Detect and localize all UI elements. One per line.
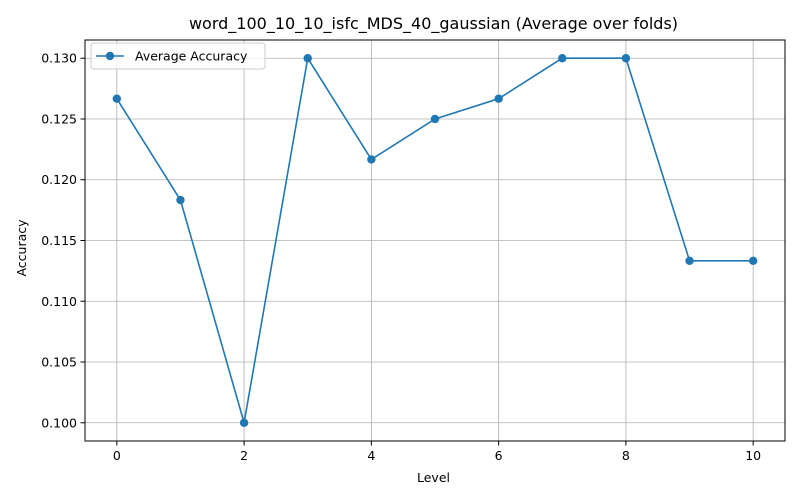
series-group	[112, 54, 758, 427]
data-point	[239, 418, 249, 427]
x-tick-label: 4	[367, 448, 375, 463]
data-point	[748, 256, 758, 265]
x-tick-label: 0	[113, 448, 121, 463]
legend: Average Accuracy	[90, 42, 266, 70]
axis-ticks: 0 2 4 6 8 10 0.100 0.105 0.110 0.115 0.120 0.125 0.1…	[41, 51, 761, 463]
data-point	[558, 54, 567, 63]
y-tick-label: 0.115	[41, 233, 77, 248]
legend-marker-swatch	[105, 51, 115, 61]
chart-title: word_100_10_10_isfc_MDS_40_gaussian (Ave…	[189, 14, 678, 34]
x-tick-label: 8	[622, 448, 630, 463]
x-tick-label: 6	[495, 448, 503, 463]
data-point	[685, 256, 694, 265]
data-point	[303, 54, 312, 63]
legend-label: Average Accuracy	[135, 49, 248, 64]
data-point	[430, 114, 440, 124]
x-axis-label: Level	[417, 470, 450, 485]
data-point	[621, 54, 631, 63]
y-tick-label: 0.130	[41, 51, 77, 66]
x-tick-label: 10	[745, 448, 761, 463]
y-axis-label: Accuracy	[14, 219, 29, 277]
legend-box	[90, 42, 266, 70]
data-point	[176, 195, 185, 205]
data-point	[367, 155, 376, 164]
y-tick-label: 0.120	[41, 172, 77, 187]
y-tick-label: 0.105	[41, 355, 77, 370]
grid	[85, 40, 785, 441]
x-tick-label: 2	[240, 448, 248, 463]
y-tick-label: 0.125	[41, 111, 77, 126]
data-point	[112, 94, 122, 103]
data-point	[494, 94, 503, 103]
y-tick-label: 0.110	[41, 294, 77, 309]
y-tick-label: 0.100	[41, 415, 77, 430]
